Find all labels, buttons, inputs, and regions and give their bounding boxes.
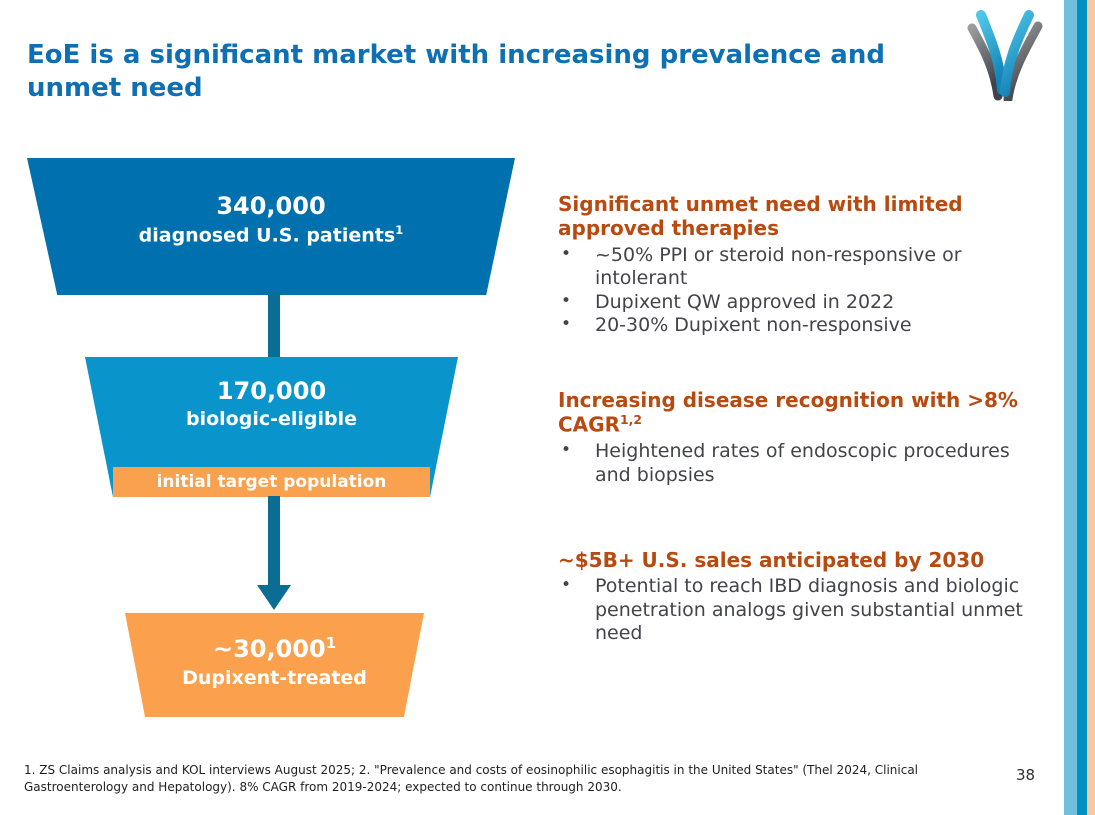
funnel-stage-dupixent-text: ~30,0001 Dupixent-treated	[182, 635, 367, 690]
edge-stripe-tan	[1087, 0, 1095, 815]
target-population-banner: initial target population	[113, 467, 430, 497]
stage-value: ~30,0001	[212, 634, 337, 664]
bullet-item: Potential to reach IBD diagnosis and bio…	[558, 575, 1043, 646]
slide-title: EoE is a significant market with increas…	[27, 40, 885, 103]
section-disease-recognition: Increasing disease recognition with >8% …	[558, 388, 1043, 488]
funnel-stage-dupixent-treated: ~30,0001 Dupixent-treated	[125, 613, 424, 717]
funnel-stage-biologic-text: 170,000 biologic-eligible	[185, 376, 358, 432]
edge-stripe-light-blue	[1064, 0, 1077, 815]
section-unmet-need: Significant unmet need with limited appr…	[558, 192, 1043, 338]
footnote-text: 1. ZS Claims analysis and KOL interviews…	[24, 763, 918, 795]
funnel-arrow-head-icon	[257, 585, 291, 610]
section-heading: Increasing disease recognition with >8% …	[558, 388, 1018, 438]
footnote-marker: 1,2	[619, 412, 642, 428]
funnel-connector	[268, 292, 280, 359]
bullet-item: Heightened rates of endoscopic procedure…	[558, 440, 1043, 487]
stage-label: biologic-eligible	[185, 408, 358, 431]
funnel-stage-diagnosed-text: 340,000 diagnosed U.S. patients1	[138, 191, 404, 249]
footnote-marker: 1	[395, 223, 404, 238]
stage-value: 170,000	[216, 376, 327, 405]
edge-stripe-blue	[1077, 0, 1087, 815]
funnel-stage-diagnosed: 340,000 diagnosed U.S. patients1	[27, 158, 515, 295]
funnel-arrow-shaft	[268, 496, 280, 586]
page-number: 38	[1016, 766, 1036, 784]
stage-value: 340,000	[216, 191, 326, 220]
bullet-list: ~50% PPI or steroid non-responsive or in…	[558, 244, 1043, 338]
bullet-list: Heightened rates of endoscopic procedure…	[558, 440, 1043, 487]
section-heading: ~$5B+ U.S. sales anticipated by 2030	[558, 548, 985, 572]
bullet-item: 20-30% Dupixent non-responsive	[558, 314, 1043, 338]
bullet-item: ~50% PPI or steroid non-responsive or in…	[558, 244, 1043, 291]
v-wings-logo-icon	[967, 10, 1043, 104]
footnote-marker: 1	[325, 634, 337, 653]
company-logo	[962, 6, 1047, 104]
stage-label: Dupixent-treated	[182, 666, 367, 689]
section-heading: Significant unmet need with limited appr…	[558, 192, 963, 241]
section-sales-outlook: ~$5B+ U.S. sales anticipated by 2030 Pot…	[558, 548, 1043, 646]
stage-label: diagnosed U.S. patients1	[138, 223, 404, 247]
bullet-list: Potential to reach IBD diagnosis and bio…	[558, 575, 1043, 646]
bullet-item: Dupixent QW approved in 2022	[558, 291, 1043, 315]
